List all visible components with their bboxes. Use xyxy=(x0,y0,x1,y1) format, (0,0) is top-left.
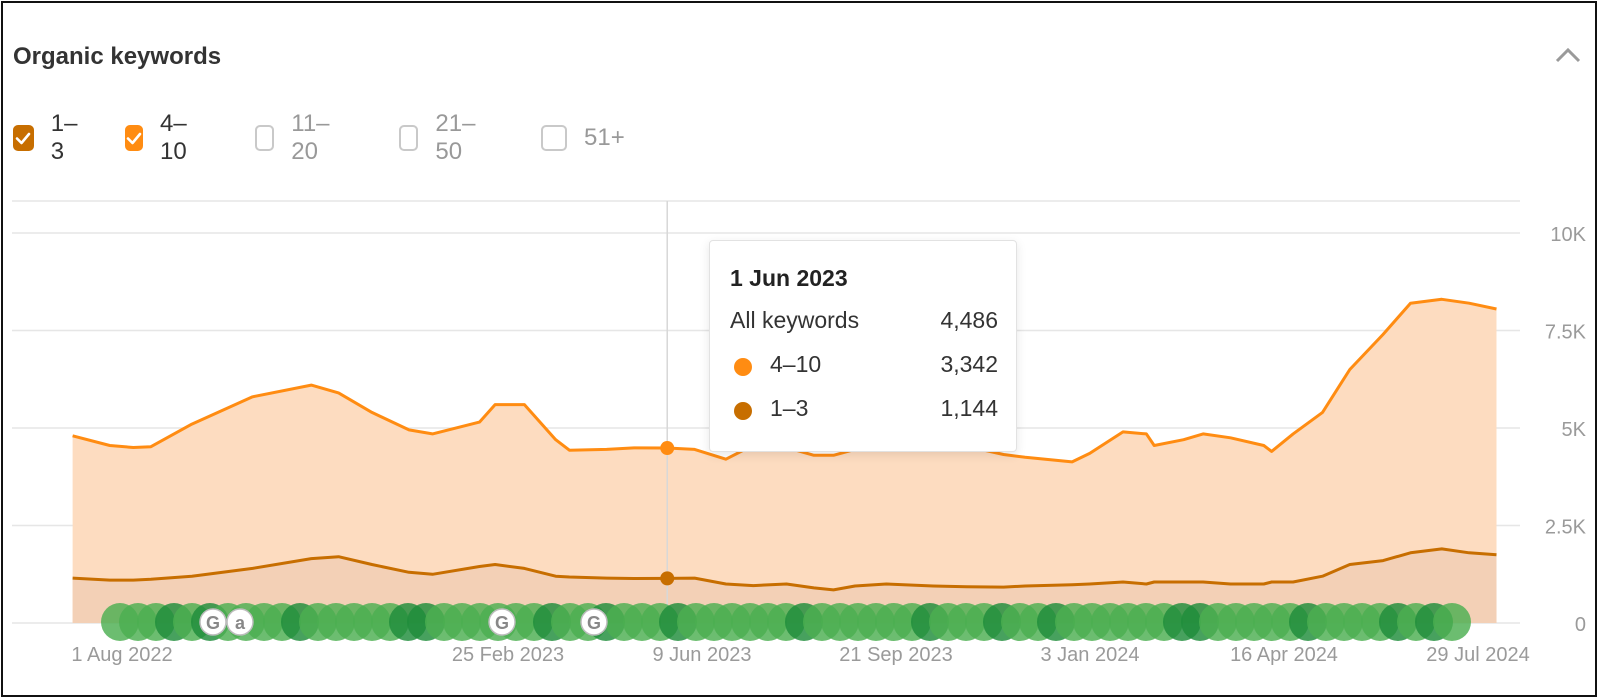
y-tick-label: 5K xyxy=(1562,419,1587,441)
x-tick-label: 21 Sep 2023 xyxy=(839,644,952,666)
hover-dot-4-10 xyxy=(660,441,675,456)
x-tick-label: 9 Jun 2023 xyxy=(653,644,752,666)
algorithm-update-marker xyxy=(1433,603,1471,641)
chart-tooltip: 1 Jun 2023 All keywords 4,486 4–10 3,342… xyxy=(709,240,1017,452)
filter-checkbox[interactable]: 4–10 xyxy=(125,110,195,165)
checkbox-empty-icon[interactable] xyxy=(399,125,419,151)
update-badge-label: G xyxy=(587,613,601,633)
update-badge-icon xyxy=(580,608,608,636)
checkbox-checked-icon[interactable] xyxy=(13,125,34,151)
x-tick-label: 16 Apr 2024 xyxy=(1230,644,1338,666)
tooltip-row-value: 1,144 xyxy=(940,395,998,421)
update-badge-icon xyxy=(199,608,227,636)
filter-checkbox[interactable]: 21–50 xyxy=(399,110,482,165)
series-dot-icon xyxy=(734,402,752,420)
tooltip-row-value: 4,486 xyxy=(940,307,998,333)
hover-dot-1-3 xyxy=(660,571,675,586)
y-tick-label: 10K xyxy=(1550,224,1586,246)
tooltip-row-all: All keywords 4,486 xyxy=(730,305,998,335)
series-line-4-10 xyxy=(72,297,1497,464)
tooltip-row-4-10: 4–10 3,342 xyxy=(730,349,998,379)
filter-label: 11–20 xyxy=(291,110,330,165)
series-line-1-3 xyxy=(72,547,1497,592)
checkbox-empty-icon[interactable] xyxy=(255,125,275,151)
update-badge-label: G xyxy=(495,613,509,633)
series-area-4-10 xyxy=(72,299,1497,623)
checkbox-empty-icon[interactable] xyxy=(541,125,567,151)
tooltip-row-value: 3,342 xyxy=(940,351,998,377)
tooltip-row-1-3: 1–3 1,144 xyxy=(730,393,998,423)
series-dot-icon xyxy=(734,358,752,376)
y-tick-label: 7.5K xyxy=(1545,322,1587,344)
filter-label: 51+ xyxy=(584,124,625,151)
update-badge-label: a xyxy=(235,613,246,633)
update-badge-icon xyxy=(488,608,516,636)
filter-label: 1–3 xyxy=(50,110,78,165)
checkbox-checked-icon[interactable] xyxy=(125,125,143,151)
tooltip-row-label: 4–10 xyxy=(770,351,822,377)
panel-title: Organic keywords xyxy=(13,43,222,70)
y-tick-label: 2.5K xyxy=(1545,517,1587,539)
tooltip-row-label: All keywords xyxy=(730,307,860,333)
update-badge-icon xyxy=(226,608,254,636)
chevron-up-icon xyxy=(1555,47,1581,63)
tooltip-date: 1 Jun 2023 xyxy=(730,265,848,291)
collapse-button[interactable] xyxy=(1553,43,1583,67)
update-badge-label: G xyxy=(206,613,220,633)
filter-checkbox[interactable]: 11–20 xyxy=(255,110,336,165)
filter-label: 21–50 xyxy=(435,110,476,165)
x-tick-label: 29 Jul 2024 xyxy=(1426,644,1529,666)
filter-checkbox[interactable]: 1–3 xyxy=(13,110,83,165)
x-tick-label: 25 Feb 2023 xyxy=(452,644,564,666)
x-tick-label: 3 Jan 2024 xyxy=(1041,644,1140,666)
filter-checkbox[interactable]: 51+ xyxy=(541,122,625,154)
x-tick-label: 1 Aug 2022 xyxy=(71,644,172,666)
y-tick-label: 0 xyxy=(1575,614,1586,636)
filter-label: 4–10 xyxy=(160,110,187,165)
tooltip-row-label: 1–3 xyxy=(770,395,809,421)
